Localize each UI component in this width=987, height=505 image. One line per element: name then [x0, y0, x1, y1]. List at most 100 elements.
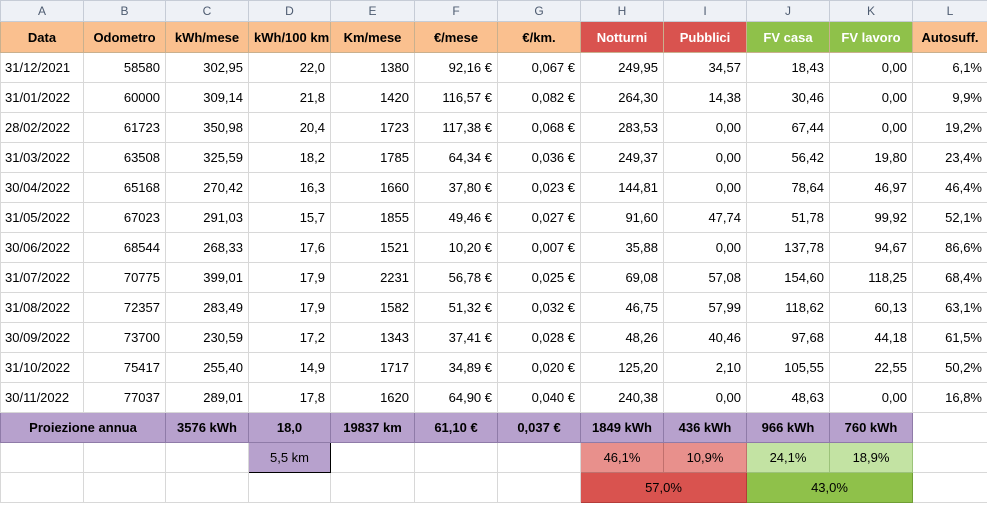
cell-pubblici[interactable]: 0,00	[663, 112, 747, 143]
cell-eur-mese[interactable]: 37,41 €	[414, 322, 498, 353]
cell-data[interactable]: 31/07/2022	[0, 262, 84, 293]
cell-notturni[interactable]: 264,30	[580, 82, 664, 113]
cell-eur-km[interactable]: 0,068 €	[497, 112, 581, 143]
cell-km-mese[interactable]: 2231	[330, 262, 415, 293]
cell-odometro[interactable]: 70775	[83, 262, 166, 293]
cell-eur-km[interactable]: 0,028 €	[497, 322, 581, 353]
cell-autosuff[interactable]: 46,4%	[912, 172, 987, 203]
cell-eur-mese[interactable]: 117,38 €	[414, 112, 498, 143]
projection-pubblici[interactable]: 436 kWh	[663, 412, 747, 443]
cell-eur-km[interactable]: 0,025 €	[497, 262, 581, 293]
empty-cell[interactable]	[414, 442, 498, 473]
cell-kwh-100km[interactable]: 18,2	[248, 142, 331, 173]
cell-autosuff[interactable]: 9,9%	[912, 82, 987, 113]
cell-kwh-mese[interactable]: 350,98	[165, 112, 249, 143]
cell-data[interactable]: 31/05/2022	[0, 202, 84, 233]
cell-autosuff[interactable]: 52,1%	[912, 202, 987, 233]
column-header-h[interactable]: H	[580, 0, 664, 22]
cell-kwh-mese[interactable]: 399,01	[165, 262, 249, 293]
projection-label[interactable]: Proiezione annua	[0, 412, 166, 443]
projection-eur-km[interactable]: 0,037 €	[497, 412, 581, 443]
cell-odometro[interactable]: 77037	[83, 382, 166, 413]
cell-fv-lavoro[interactable]: 0,00	[829, 112, 913, 143]
empty-cell[interactable]	[165, 472, 249, 503]
cell-odometro[interactable]: 68544	[83, 232, 166, 263]
cell-odometro[interactable]: 63508	[83, 142, 166, 173]
header-fv-casa[interactable]: FV casa	[746, 21, 830, 53]
cell-fv-lavoro[interactable]: 19,80	[829, 142, 913, 173]
cell-kwh-100km[interactable]: 21,8	[248, 82, 331, 113]
cell-fv-lavoro[interactable]: 99,92	[829, 202, 913, 233]
cell-odometro[interactable]: 65168	[83, 172, 166, 203]
cell-km-mese[interactable]: 1723	[330, 112, 415, 143]
cell-eur-mese[interactable]: 37,80 €	[414, 172, 498, 203]
projection-kwh-mese[interactable]: 3576 kWh	[165, 412, 249, 443]
cell-km-mese[interactable]: 1855	[330, 202, 415, 233]
empty-cell[interactable]	[912, 412, 987, 443]
cell-data[interactable]: 31/01/2022	[0, 82, 84, 113]
cell-kwh-mese[interactable]: 302,95	[165, 52, 249, 83]
cell-notturni[interactable]: 35,88	[580, 232, 664, 263]
cell-fv-casa[interactable]: 105,55	[746, 352, 830, 383]
cell-km-mese[interactable]: 1420	[330, 82, 415, 113]
empty-cell[interactable]	[83, 472, 166, 503]
cell-odometro[interactable]: 61723	[83, 112, 166, 143]
cell-fv-casa[interactable]: 30,46	[746, 82, 830, 113]
cell-fv-lavoro[interactable]: 22,55	[829, 352, 913, 383]
cell-autosuff[interactable]: 61,5%	[912, 322, 987, 353]
cell-eur-km[interactable]: 0,032 €	[497, 292, 581, 323]
cell-eur-mese[interactable]: 92,16 €	[414, 52, 498, 83]
cell-km-mese[interactable]: 1620	[330, 382, 415, 413]
cell-km-mese[interactable]: 1660	[330, 172, 415, 203]
cell-data[interactable]: 31/03/2022	[0, 142, 84, 173]
cell-notturni[interactable]: 69,08	[580, 262, 664, 293]
cell-km-mese[interactable]: 1521	[330, 232, 415, 263]
header-kwh-100km[interactable]: kWh/100 km	[248, 21, 331, 53]
cell-eur-km[interactable]: 0,020 €	[497, 352, 581, 383]
column-header-l[interactable]: L	[912, 0, 987, 22]
cell-kwh-100km[interactable]: 15,7	[248, 202, 331, 233]
cell-pubblici[interactable]: 57,99	[663, 292, 747, 323]
projection-notturni[interactable]: 1849 kWh	[580, 412, 664, 443]
cell-kwh-100km[interactable]: 17,6	[248, 232, 331, 263]
cell-notturni[interactable]: 144,81	[580, 172, 664, 203]
cell-fv-casa[interactable]: 67,44	[746, 112, 830, 143]
empty-cell[interactable]	[165, 442, 249, 473]
cell-data[interactable]: 30/06/2022	[0, 232, 84, 263]
cell-km-mese[interactable]: 1380	[330, 52, 415, 83]
header-notturni[interactable]: Notturni	[580, 21, 664, 53]
cell-fv-lavoro[interactable]: 94,67	[829, 232, 913, 263]
cell-data[interactable]: 30/11/2022	[0, 382, 84, 413]
cell-pubblici[interactable]: 2,10	[663, 352, 747, 383]
projection-fv-lavoro[interactable]: 760 kWh	[829, 412, 913, 443]
cell-kwh-100km[interactable]: 16,3	[248, 172, 331, 203]
cell-kwh-100km[interactable]: 20,4	[248, 112, 331, 143]
column-header-j[interactable]: J	[746, 0, 830, 22]
fv-casa-pct-cell[interactable]: 24,1%	[746, 442, 830, 473]
cell-kwh-100km[interactable]: 14,9	[248, 352, 331, 383]
cell-eur-km[interactable]: 0,082 €	[497, 82, 581, 113]
cell-kwh-100km[interactable]: 17,9	[248, 262, 331, 293]
cell-km-mese[interactable]: 1343	[330, 322, 415, 353]
cell-eur-mese[interactable]: 34,89 €	[414, 352, 498, 383]
cell-eur-mese[interactable]: 116,57 €	[414, 82, 498, 113]
cell-kwh-100km[interactable]: 17,2	[248, 322, 331, 353]
cell-pubblici[interactable]: 57,08	[663, 262, 747, 293]
cell-fv-casa[interactable]: 137,78	[746, 232, 830, 263]
projection-km-mese[interactable]: 19837 km	[330, 412, 415, 443]
grid-total-pct-cell[interactable]: 57,0%	[580, 472, 747, 503]
cell-odometro[interactable]: 72357	[83, 292, 166, 323]
cell-pubblici[interactable]: 47,74	[663, 202, 747, 233]
cell-kwh-mese[interactable]: 255,40	[165, 352, 249, 383]
cell-pubblici[interactable]: 40,46	[663, 322, 747, 353]
cell-eur-mese[interactable]: 49,46 €	[414, 202, 498, 233]
column-header-k[interactable]: K	[829, 0, 913, 22]
cell-fv-lavoro[interactable]: 44,18	[829, 322, 913, 353]
empty-cell[interactable]	[0, 442, 84, 473]
cell-eur-km[interactable]: 0,007 €	[497, 232, 581, 263]
cell-eur-mese[interactable]: 64,34 €	[414, 142, 498, 173]
cell-fv-casa[interactable]: 56,42	[746, 142, 830, 173]
empty-cell[interactable]	[497, 472, 581, 503]
empty-cell[interactable]	[497, 442, 581, 473]
cell-fv-lavoro[interactable]: 0,00	[829, 52, 913, 83]
